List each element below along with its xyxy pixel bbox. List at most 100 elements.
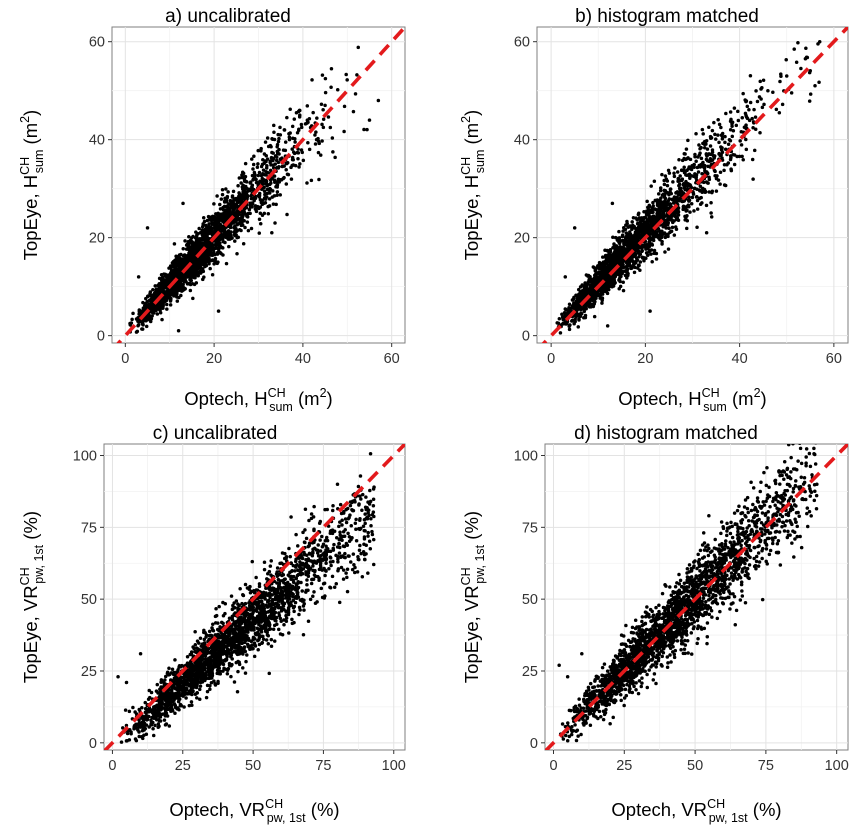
data-point — [152, 308, 156, 312]
data-point — [243, 161, 248, 166]
data-point — [328, 125, 333, 130]
data-point — [760, 105, 765, 110]
data-point — [230, 236, 234, 240]
data-point — [720, 134, 724, 138]
data-point — [320, 122, 324, 127]
data-point — [722, 168, 726, 173]
data-point — [666, 247, 671, 251]
data-point — [652, 248, 657, 253]
data-point — [219, 197, 224, 201]
data-point — [323, 573, 327, 578]
data-point — [330, 136, 335, 140]
data-point — [136, 275, 141, 279]
data-point — [129, 321, 134, 325]
data-point — [682, 165, 686, 170]
data-point — [287, 135, 292, 139]
data-point — [270, 150, 274, 155]
data-point — [672, 219, 676, 223]
data-point — [666, 168, 671, 173]
data-point — [175, 299, 180, 303]
data-point — [220, 187, 225, 192]
data-point — [736, 109, 740, 114]
data-point — [638, 268, 642, 273]
data-point — [276, 139, 281, 144]
data-point — [633, 253, 637, 258]
data-point — [610, 264, 615, 268]
data-point — [216, 309, 221, 313]
data-point — [804, 55, 809, 59]
data-point — [729, 167, 733, 171]
data-point — [229, 203, 234, 208]
data-point — [618, 252, 623, 256]
data-point — [190, 236, 194, 240]
data-point — [213, 216, 218, 221]
data-point — [277, 136, 281, 141]
data-point — [227, 202, 231, 206]
data-point — [255, 181, 260, 185]
data-point — [587, 277, 592, 282]
data-point — [351, 109, 356, 114]
data-point — [209, 250, 213, 255]
data-point — [804, 46, 808, 50]
data-point — [663, 214, 668, 218]
data-point — [239, 181, 243, 185]
data-point — [248, 211, 252, 216]
data-point — [204, 223, 208, 228]
data-point — [256, 638, 260, 643]
data-point — [625, 234, 630, 239]
data-point — [217, 244, 222, 249]
data-point — [170, 261, 175, 265]
data-point — [579, 312, 584, 316]
data-point — [267, 191, 272, 195]
data-point — [149, 303, 154, 307]
data-point — [135, 329, 140, 334]
data-point — [659, 235, 664, 240]
data-point — [188, 255, 193, 260]
data-point — [708, 156, 713, 161]
data-point — [136, 323, 141, 327]
data-point — [217, 604, 221, 609]
data-point — [732, 162, 737, 167]
data-point — [243, 186, 247, 191]
data-point — [710, 189, 715, 194]
data-point — [673, 166, 677, 170]
data-point — [240, 170, 245, 175]
data-point — [602, 262, 607, 267]
data-point — [223, 214, 228, 219]
data-point — [183, 275, 187, 280]
data-point — [312, 590, 316, 594]
data-point — [672, 233, 677, 237]
data-point — [697, 143, 701, 147]
data-point — [305, 118, 310, 122]
x-tick-label: 20 — [206, 351, 222, 367]
data-point — [297, 128, 301, 132]
data-point — [275, 183, 279, 188]
data-point — [702, 187, 707, 192]
data-point — [320, 73, 325, 77]
data-point — [584, 285, 588, 289]
data-point — [744, 137, 748, 142]
data-point — [293, 140, 297, 144]
data-point — [292, 117, 297, 121]
data-point — [692, 209, 696, 213]
data-point — [613, 274, 617, 279]
data-point — [652, 235, 657, 239]
data-point — [637, 233, 642, 238]
data-point — [717, 151, 721, 156]
data-point — [720, 137, 725, 141]
data-point — [251, 162, 256, 167]
data-point — [218, 222, 223, 227]
data-point — [329, 66, 334, 71]
data-point — [555, 321, 559, 325]
y-tick-label: 40 — [514, 133, 530, 149]
data-point — [687, 195, 691, 199]
data-point — [244, 205, 249, 210]
data-point — [164, 298, 169, 303]
data-point — [568, 323, 572, 327]
data-point — [162, 292, 167, 296]
data-point — [605, 248, 609, 253]
data-point — [248, 201, 252, 206]
data-point — [676, 176, 680, 181]
data-point — [655, 218, 659, 223]
